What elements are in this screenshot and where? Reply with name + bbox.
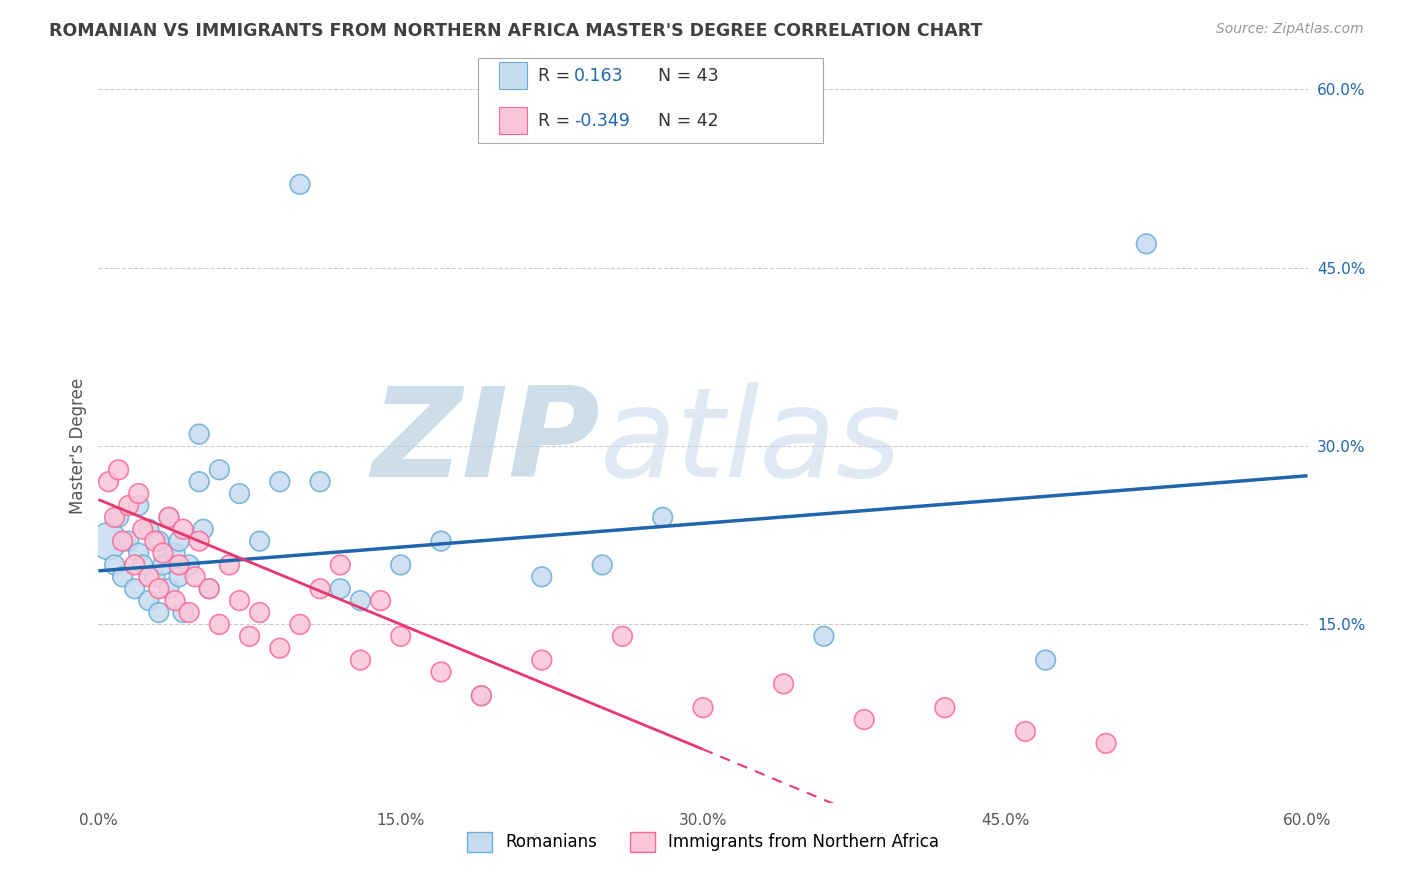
Point xyxy=(228,486,250,500)
Point xyxy=(208,463,231,477)
Point xyxy=(612,629,634,643)
Point xyxy=(470,689,492,703)
Point xyxy=(157,582,180,596)
Point xyxy=(111,570,134,584)
Text: R =: R = xyxy=(538,112,571,130)
Point xyxy=(813,629,835,643)
Point xyxy=(188,534,211,549)
Point xyxy=(430,665,453,679)
Point xyxy=(103,510,125,524)
Point xyxy=(228,593,250,607)
Point xyxy=(193,522,215,536)
Point xyxy=(179,558,201,572)
Point xyxy=(138,570,160,584)
Point xyxy=(269,475,291,489)
Point xyxy=(132,558,155,572)
Point xyxy=(288,178,311,192)
Point xyxy=(128,546,150,560)
Point xyxy=(148,582,170,596)
Point xyxy=(249,534,271,549)
Point xyxy=(152,546,174,560)
Point xyxy=(184,570,207,584)
Point xyxy=(218,558,240,572)
Point xyxy=(188,475,211,489)
Point xyxy=(107,510,129,524)
Point xyxy=(148,534,170,549)
Point xyxy=(172,606,194,620)
Point xyxy=(309,475,332,489)
Point xyxy=(1095,736,1118,750)
Point xyxy=(188,427,211,442)
Point xyxy=(124,582,146,596)
Point xyxy=(152,558,174,572)
Point xyxy=(370,593,392,607)
Point xyxy=(269,641,291,656)
Text: ROMANIAN VS IMMIGRANTS FROM NORTHERN AFRICA MASTER'S DEGREE CORRELATION CHART: ROMANIAN VS IMMIGRANTS FROM NORTHERN AFR… xyxy=(49,22,983,40)
Point xyxy=(651,510,673,524)
Point xyxy=(853,713,876,727)
Point xyxy=(138,522,160,536)
Legend: Romanians, Immigrants from Northern Africa: Romanians, Immigrants from Northern Afri… xyxy=(460,825,946,859)
Point xyxy=(97,475,120,489)
Point xyxy=(692,700,714,714)
Point xyxy=(530,570,553,584)
Point xyxy=(1035,653,1057,667)
Point xyxy=(179,606,201,620)
Point xyxy=(172,522,194,536)
Point xyxy=(239,629,262,643)
Point xyxy=(430,534,453,549)
Text: ZIP: ZIP xyxy=(371,382,600,503)
Point xyxy=(934,700,956,714)
Text: atlas: atlas xyxy=(600,382,903,503)
Text: R =: R = xyxy=(538,67,571,85)
Point xyxy=(143,570,166,584)
Text: Source: ZipAtlas.com: Source: ZipAtlas.com xyxy=(1216,22,1364,37)
Text: N = 42: N = 42 xyxy=(658,112,718,130)
Point xyxy=(349,653,371,667)
Point xyxy=(167,558,190,572)
Text: -0.349: -0.349 xyxy=(574,112,630,130)
Point xyxy=(124,558,146,572)
Point xyxy=(198,582,221,596)
Point xyxy=(132,522,155,536)
Point xyxy=(389,629,412,643)
Point xyxy=(1014,724,1036,739)
Point xyxy=(111,534,134,549)
Text: N = 43: N = 43 xyxy=(658,67,718,85)
Y-axis label: Master's Degree: Master's Degree xyxy=(69,378,87,514)
Point xyxy=(167,534,190,549)
Point xyxy=(288,617,311,632)
Point xyxy=(148,606,170,620)
Point xyxy=(329,582,352,596)
Point xyxy=(97,534,120,549)
Point xyxy=(118,534,141,549)
Point xyxy=(329,558,352,572)
Point xyxy=(309,582,332,596)
Point xyxy=(591,558,613,572)
Point xyxy=(772,677,794,691)
Point xyxy=(157,510,180,524)
Point xyxy=(128,499,150,513)
Point xyxy=(128,486,150,500)
Point xyxy=(163,546,186,560)
Point xyxy=(163,593,186,607)
Point xyxy=(103,558,125,572)
Point xyxy=(118,499,141,513)
Text: 0.163: 0.163 xyxy=(574,67,623,85)
Point xyxy=(530,653,553,667)
Point xyxy=(1135,236,1157,251)
Point xyxy=(470,689,492,703)
Point xyxy=(157,510,180,524)
Point xyxy=(349,593,371,607)
Point xyxy=(143,534,166,549)
Point xyxy=(167,570,190,584)
Point xyxy=(208,617,231,632)
Point xyxy=(249,606,271,620)
Point xyxy=(138,593,160,607)
Point xyxy=(107,463,129,477)
Point xyxy=(389,558,412,572)
Point xyxy=(198,582,221,596)
